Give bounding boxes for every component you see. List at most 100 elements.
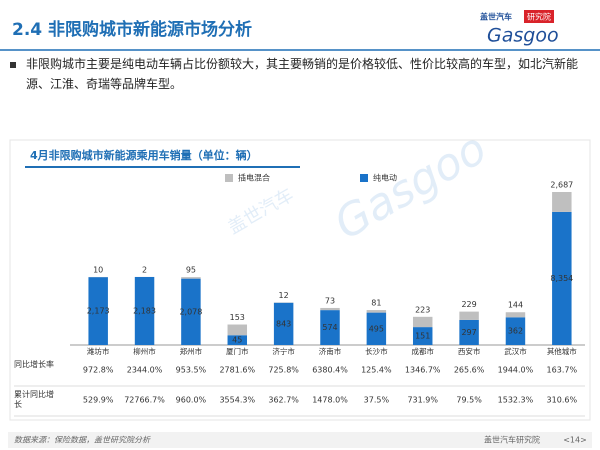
table-cell: 972.8% [83, 366, 114, 375]
bar-segment [320, 310, 340, 345]
bar-segment [227, 324, 248, 336]
table-cell: 163.7% [547, 366, 578, 375]
x-tick-label: 厦门市 [226, 346, 249, 356]
value-label: 81 [371, 299, 381, 308]
bullet-text: 非限购城市主要是纯电动车辆占比份额较大，其主要畅销的是价格较低、性价比较高的车型… [26, 57, 579, 91]
legend-swatch [225, 174, 233, 182]
watermark-en: Gasgoo [326, 123, 495, 250]
value-label: 2,173 [87, 307, 110, 316]
table-cell: 79.5% [456, 396, 482, 405]
bar-segment [366, 310, 387, 313]
value-label: 2,078 [179, 307, 202, 316]
table-row-label: 累计同比增长 [14, 390, 54, 409]
bullet-box: 非限购城市主要是纯电动车辆占比份额较大，其主要畅销的是价格较低、性价比较高的车型… [26, 57, 579, 91]
table-row-label-box: 同比增长率 [14, 360, 54, 369]
chart-title: 4月非限购城市新能源乘用车销量（单位：辆） [30, 148, 258, 162]
legend-swatch [360, 174, 368, 182]
logo-badge-bg [524, 10, 554, 23]
bar-segment [505, 312, 526, 318]
x-tick-label: 武汉市 [504, 346, 527, 356]
table-cell: 125.4% [361, 366, 392, 375]
value-label: 223 [415, 305, 430, 314]
logo-cn: 盖世汽车 [480, 12, 512, 22]
bar-segment [227, 335, 248, 345]
x-tick-label: 其他城市 [547, 346, 577, 356]
value-label: 8,354 [550, 274, 573, 283]
bar-segment [273, 302, 294, 345]
table-row-label-box: 累计同比增长 [14, 390, 54, 409]
chart-frame [9, 139, 591, 421]
table-cell: 72766.7% [124, 396, 165, 405]
bar-segment [412, 327, 433, 345]
footer-bar [8, 432, 592, 448]
table-row-label: 同比增长率 [14, 360, 54, 369]
value-label: 73 [325, 296, 335, 305]
table-cell: 362.7% [268, 396, 299, 405]
value-label: 12 [279, 291, 289, 300]
bar-segment [320, 307, 340, 311]
x-tick-label: 郑州市 [180, 346, 203, 356]
value-label: 10 [93, 265, 103, 274]
page-number: <14> [563, 436, 587, 445]
value-label: 362 [508, 327, 523, 336]
table-cell: 2781.6% [219, 366, 255, 375]
table-cell: 731.9% [407, 396, 438, 405]
table-cell: 1532.3% [498, 396, 534, 405]
legend-label: 纯电动 [373, 173, 397, 183]
footer-org: 盖世汽车研究院 [484, 435, 540, 445]
table-cell: 37.5% [364, 396, 390, 405]
value-label: 153 [230, 313, 245, 322]
value-label: 574 [322, 323, 337, 332]
table-cell: 1478.0% [312, 396, 348, 405]
x-tick-label: 潍坊市 [87, 346, 110, 356]
value-label: 2 [142, 265, 147, 274]
x-tick-label: 长沙市 [365, 346, 388, 356]
value-label: 144 [508, 301, 523, 310]
bar-segment [459, 319, 479, 345]
table-cell: 1346.7% [405, 366, 441, 375]
bar-segment [459, 311, 479, 320]
table-cell: 265.6% [454, 366, 485, 375]
footer-source: 数据来源：保险数据，盖世研究院分析 [14, 436, 151, 445]
table-cell: 3554.3% [219, 396, 255, 405]
bar-segment [134, 276, 155, 345]
table-cell: 725.8% [268, 366, 299, 375]
bar-segment [412, 316, 433, 328]
value-label: 151 [415, 332, 430, 341]
value-label: 2,687 [550, 181, 573, 190]
bullet-mark [10, 62, 16, 68]
bar-segment [552, 192, 572, 212]
value-label: 2,183 [133, 306, 156, 315]
watermark-cn: 盖世汽车 [225, 184, 298, 238]
table-cell: 953.5% [176, 366, 207, 375]
x-tick-label: 济宁市 [272, 346, 295, 356]
slide-title: 2.4 非限购城市新能源市场分析 [12, 19, 252, 40]
logo-badge: 研究院 [527, 12, 551, 22]
bar-segment [366, 312, 387, 345]
value-label: 45 [232, 336, 242, 345]
bar-segment [88, 277, 108, 345]
x-tick-label: 西安市 [458, 346, 481, 356]
value-label: 95 [186, 266, 196, 275]
bar-segment [181, 277, 201, 279]
x-tick-label: 柳州市 [133, 346, 156, 356]
table-cell: 2344.0% [127, 366, 163, 375]
table-cell: 529.9% [83, 396, 114, 405]
table-cell: 310.6% [547, 396, 578, 405]
value-label: 297 [461, 328, 476, 337]
table-cell: 960.0% [176, 396, 207, 405]
value-label: 495 [369, 324, 384, 333]
x-tick-label: 成都市 [411, 346, 434, 356]
bar-segment [505, 317, 526, 345]
bar-segment [552, 211, 572, 345]
value-label: 843 [276, 319, 291, 328]
value-label: 229 [461, 300, 476, 309]
legend-label: 插电混合 [238, 173, 270, 183]
bar-segment [181, 278, 201, 345]
x-tick-label: 济南市 [319, 346, 342, 356]
logo-en: Gasgoo [487, 25, 559, 47]
table-cell: 1944.0% [498, 366, 534, 375]
table-cell: 6380.4% [312, 366, 348, 375]
